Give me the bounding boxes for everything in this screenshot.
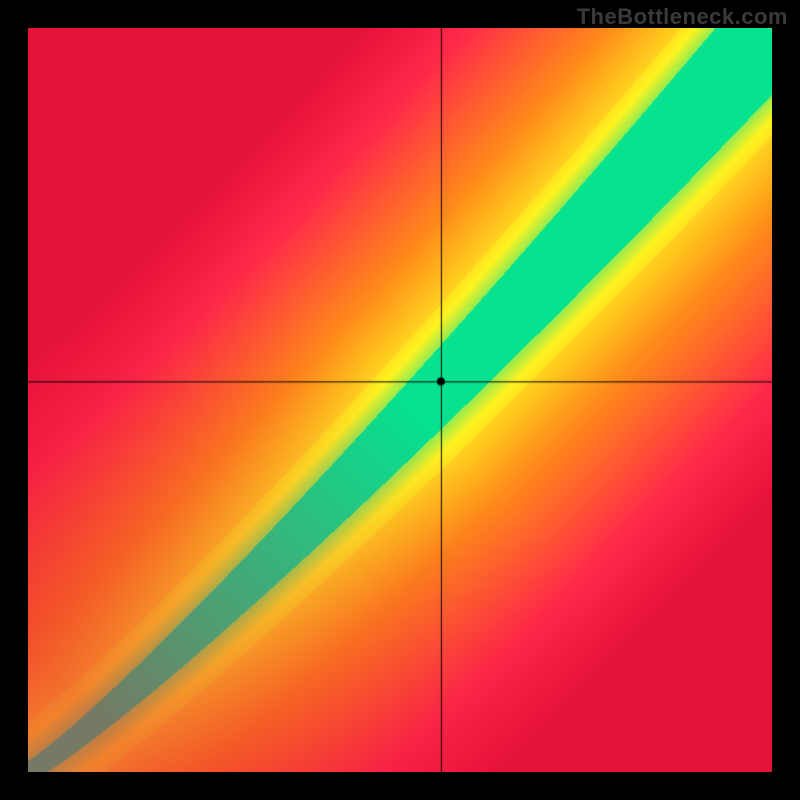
bottleneck-heatmap (28, 28, 772, 772)
watermark-text: TheBottleneck.com (577, 4, 788, 30)
